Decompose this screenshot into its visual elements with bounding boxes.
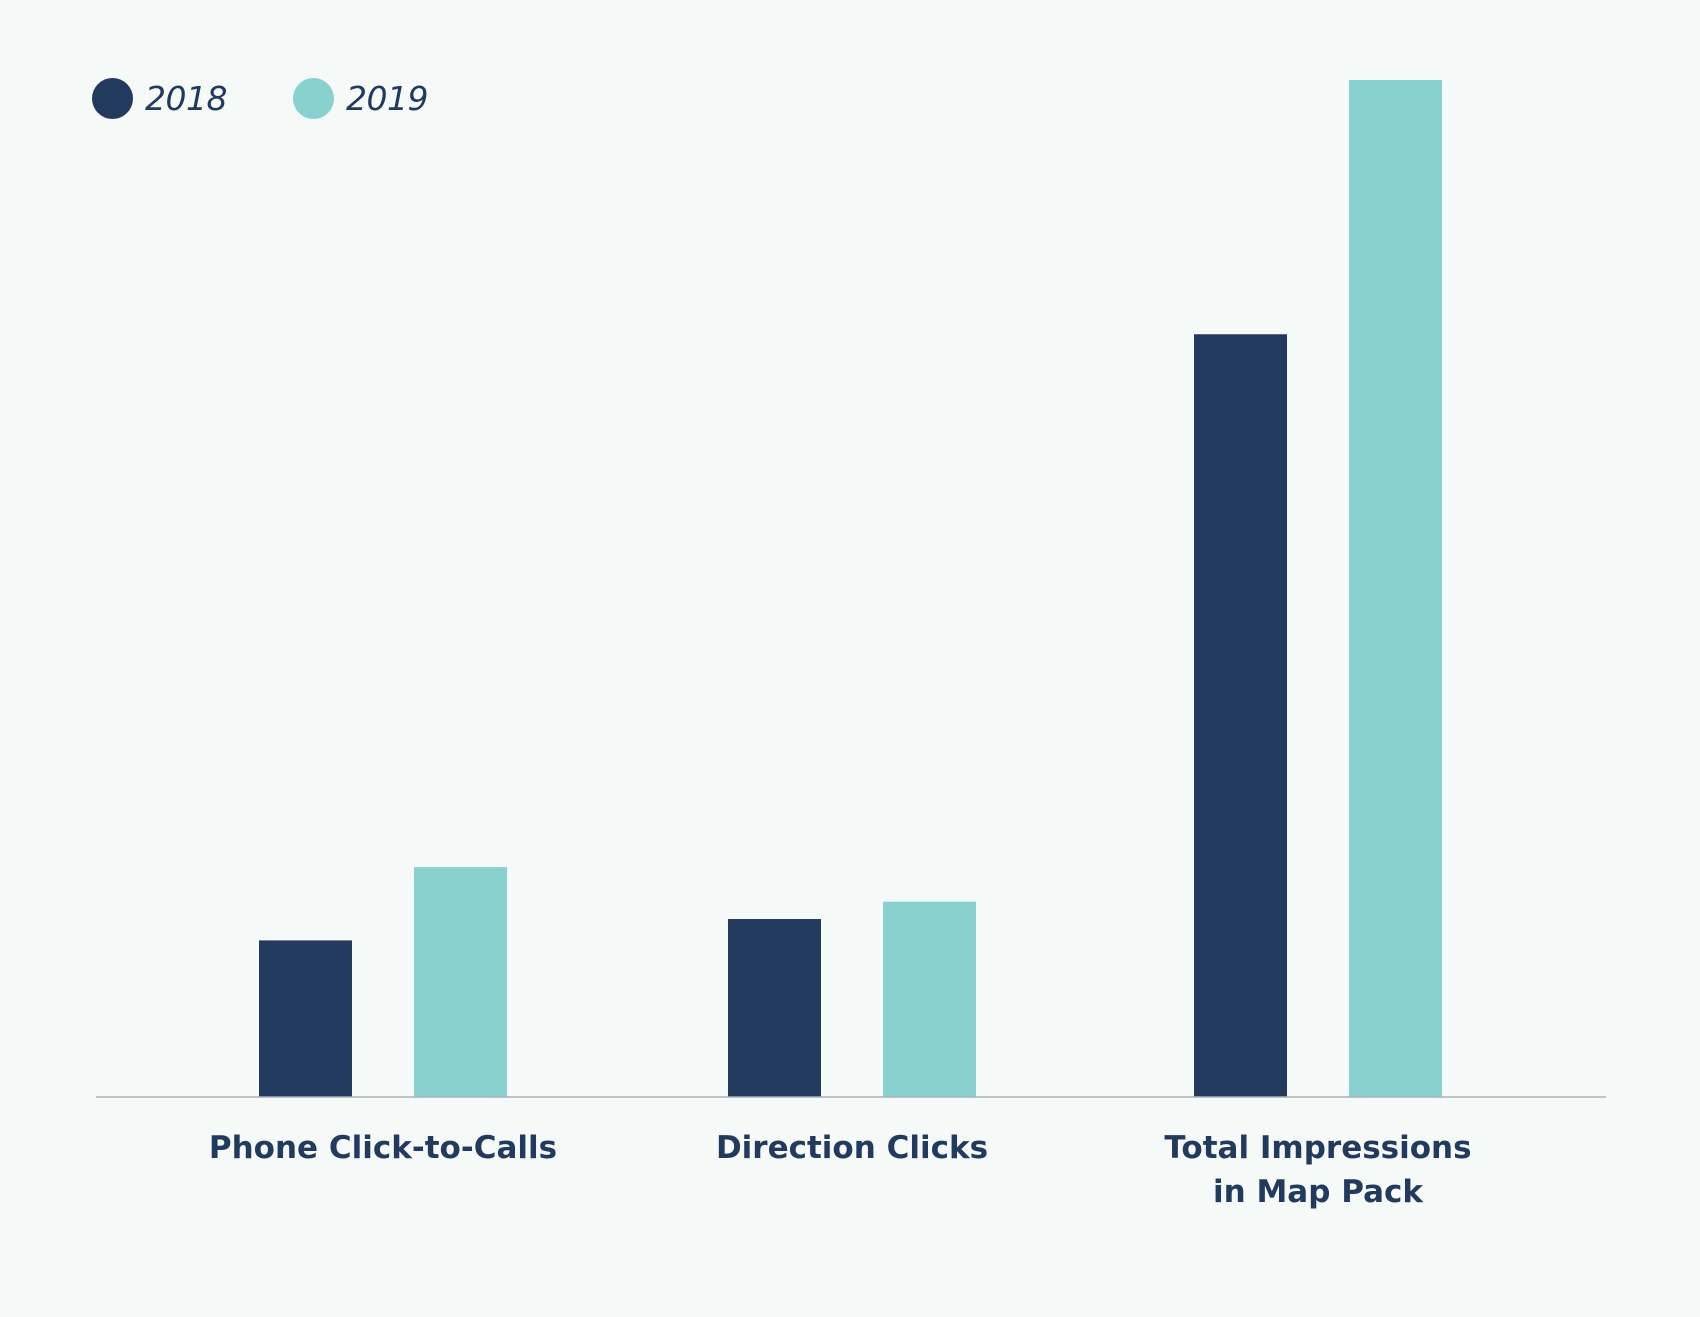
category-labels: Phone Click-to-Calls Direction Clicks Tota…: [209, 1130, 1472, 1210]
bar-2018-0: [259, 940, 352, 1097]
bar-2018-2: [1194, 334, 1287, 1097]
category-label-2: Total Impressions in Map Pack: [1164, 1130, 1471, 1210]
bar-2019-1: [883, 901, 976, 1097]
category-label-0-line-0: Phone Click-to-Calls: [209, 1130, 557, 1166]
legend-item-2019: 2019: [292, 78, 428, 119]
category-label-2-line-1: in Map Pack: [1213, 1174, 1424, 1210]
legend-label-2018: 2018: [145, 79, 227, 118]
category-label-1-line-0: Direction Clicks: [716, 1130, 988, 1166]
bar-2019-2: [1349, 80, 1442, 1097]
legend-swatch-2018: [92, 78, 133, 119]
category-label-2-line-0: Total Impressions: [1164, 1130, 1471, 1166]
legend-item-2018: 2018: [92, 78, 227, 119]
bar-2019-0: [414, 867, 507, 1097]
bar-2018-1: [728, 919, 821, 1097]
legend-swatch-2019: [292, 78, 334, 119]
bars-group: [259, 80, 1442, 1097]
category-label-0: Phone Click-to-Calls: [209, 1130, 557, 1166]
legend: 2018 2019: [92, 78, 494, 119]
category-label-1: Direction Clicks: [716, 1130, 988, 1166]
legend-label-2019: 2019: [345, 79, 428, 118]
